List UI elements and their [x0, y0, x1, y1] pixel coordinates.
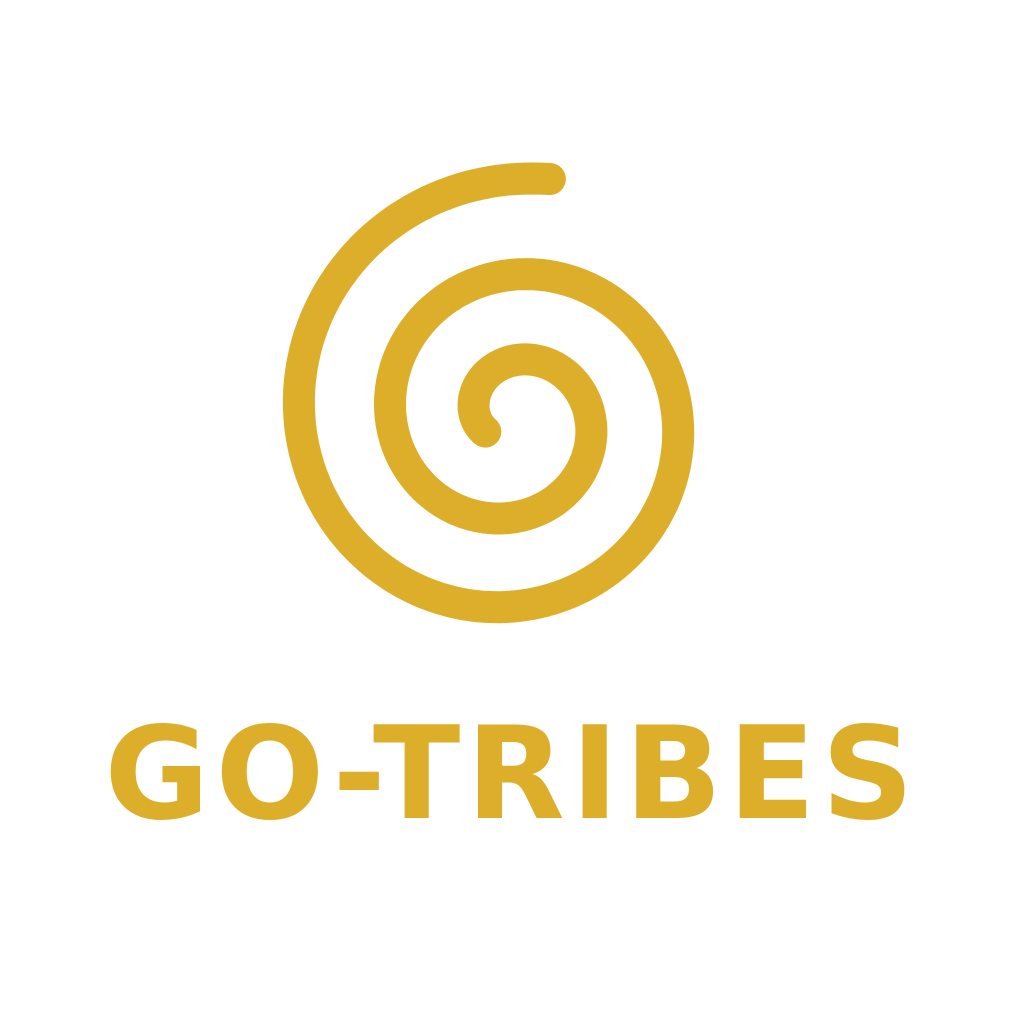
spiral-icon: [282, 162, 695, 624]
spiral-stroke: [282, 162, 695, 624]
brand-wordmark: GO-TRIBES: [104, 700, 920, 849]
